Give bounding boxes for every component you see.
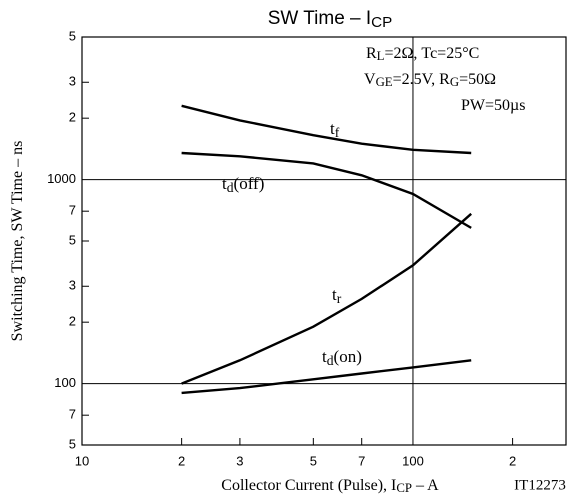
figure-code: IT12273 xyxy=(514,477,566,493)
annotation: VGE=2.5V, RG=50Ω xyxy=(364,71,496,90)
curve-label-part: (on) xyxy=(334,347,362,366)
curve-label-part: d xyxy=(327,353,334,368)
y-tick-label: 2 xyxy=(69,314,76,329)
annotation-part: V xyxy=(364,71,376,88)
curve-label-part: t xyxy=(330,119,335,138)
chart-title-part: SW Time – I xyxy=(268,8,371,29)
annotation-part: =2.5V, R xyxy=(393,71,451,88)
curve xyxy=(181,104,472,155)
y-tick-label: 3 xyxy=(69,74,76,89)
curve-label: tr xyxy=(332,285,342,306)
x-tick-label: 2 xyxy=(509,453,516,468)
curve-label-part: t xyxy=(222,174,227,193)
x-tick-label: 2 xyxy=(178,453,185,468)
annotation-part: L xyxy=(377,49,385,63)
curve-label: td(on) xyxy=(322,347,362,368)
y-axis-label-part: Switching Time, SW Time – ns xyxy=(9,141,26,342)
x-axis-label-part: CP xyxy=(396,481,412,495)
annotation-part: G xyxy=(450,75,459,89)
y-tick-label: 5 xyxy=(69,28,76,43)
y-tick-label: 5 xyxy=(69,232,76,247)
x-tick-label: 7 xyxy=(358,453,365,468)
curve-label: td(off) xyxy=(222,174,264,195)
y-tick-label: 3 xyxy=(69,278,76,293)
y-tick-label: 5 xyxy=(69,436,76,451)
y-tick-label: 2 xyxy=(69,110,76,125)
curve xyxy=(181,151,472,229)
x-tick-label: 3 xyxy=(236,453,243,468)
curve-label-part: f xyxy=(335,125,340,140)
chart-title: SW Time – ICP xyxy=(268,8,393,31)
y-tick-label: 7 xyxy=(69,407,76,422)
y-axis-label: Switching Time, SW Time – ns xyxy=(9,141,26,342)
y-tick-label: 1000 xyxy=(47,171,76,186)
curve xyxy=(181,359,472,395)
x-tick-label: 100 xyxy=(402,453,424,468)
x-tick-label: 5 xyxy=(310,453,317,468)
curve-label-part: t xyxy=(322,347,327,366)
annotation: PW=50µs xyxy=(461,97,525,114)
y-tick-label: 7 xyxy=(69,203,76,218)
annotation-part: =2Ω, Tc=25°C xyxy=(385,45,480,62)
curve-label-part: d xyxy=(227,180,234,195)
annotation: RL=2Ω, Tc=25°C xyxy=(366,45,479,64)
annotation-part: R xyxy=(366,45,377,62)
chart-title-part: CP xyxy=(371,14,392,31)
x-axis-label-part: Collector Current (Pulse), I xyxy=(221,477,396,494)
x-axis-label-part: – A xyxy=(412,477,439,494)
curve xyxy=(181,212,472,385)
annotation-part: GE xyxy=(376,75,393,89)
x-axis-label: Collector Current (Pulse), ICP – A xyxy=(221,477,439,496)
curve-label-part: (off) xyxy=(234,174,265,193)
annotation-part: =50Ω xyxy=(459,71,496,88)
y-tick-label: 100 xyxy=(54,375,76,390)
curve-label: tf xyxy=(330,119,340,140)
x-tick-label: 10 xyxy=(75,453,89,468)
curve-label-part: r xyxy=(337,291,342,306)
curve-label-part: t xyxy=(332,285,337,304)
annotation-part: PW=50µs xyxy=(461,97,525,114)
